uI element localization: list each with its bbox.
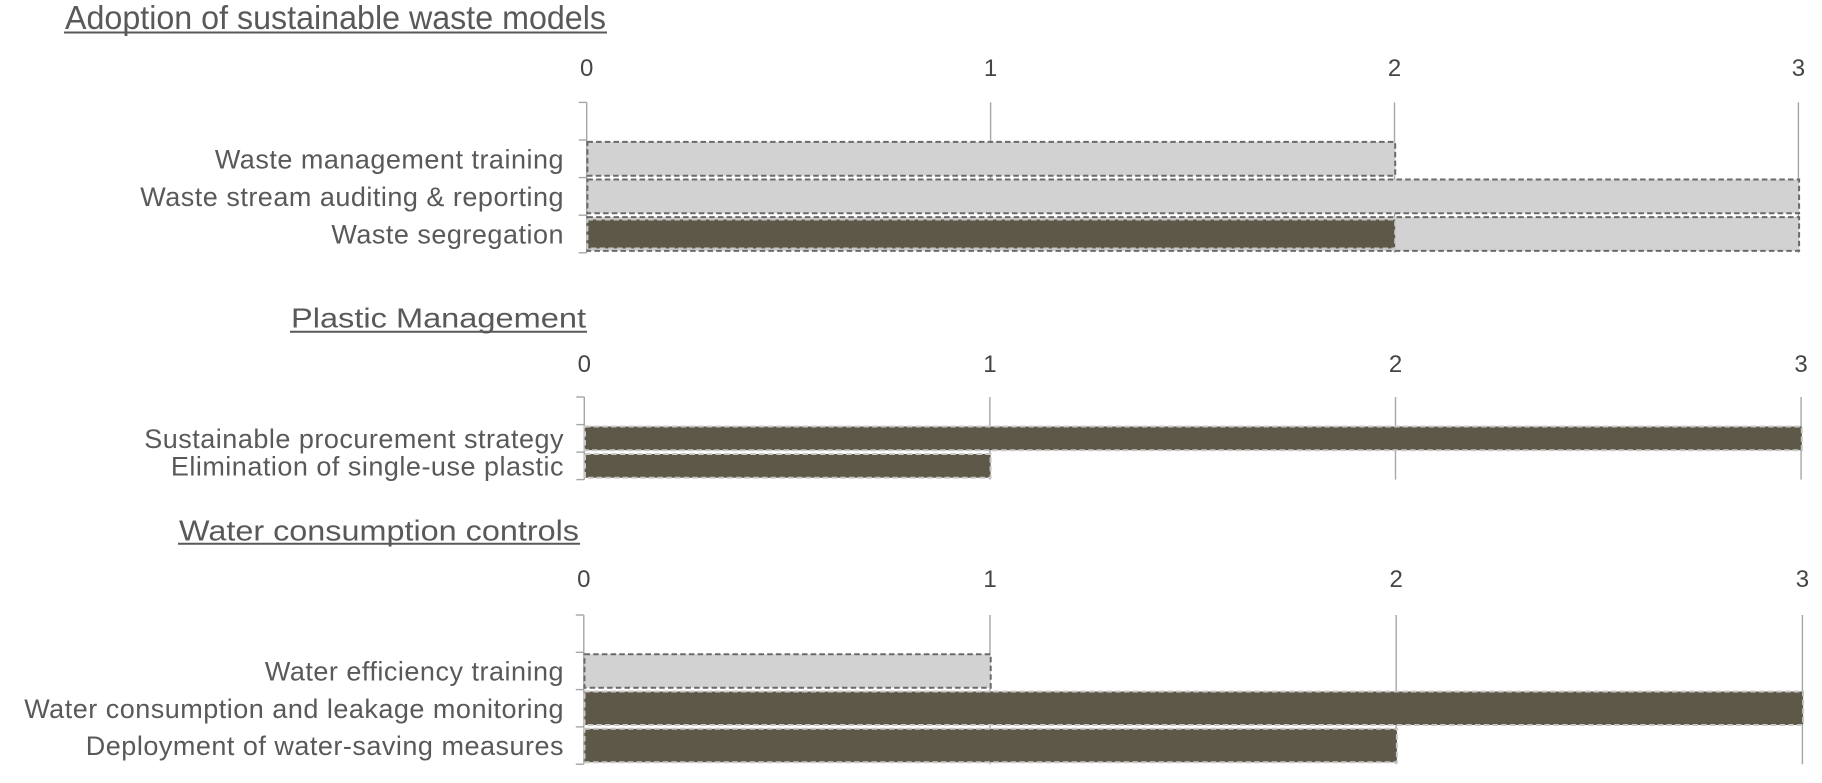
- svg-text:Waste stream auditing & report: Waste stream auditing & reporting: [140, 182, 564, 212]
- svg-text:2: 2: [1390, 566, 1403, 593]
- svg-text:Water consumption and leakage: Water consumption and leakage monitoring: [24, 694, 564, 724]
- svg-text:Waste segregation: Waste segregation: [331, 220, 564, 250]
- svg-text:Elimination of single-use plas: Elimination of single-use plastic: [171, 452, 564, 482]
- svg-text:1: 1: [984, 55, 997, 82]
- svg-text:0: 0: [580, 55, 593, 82]
- svg-text:2: 2: [1388, 55, 1401, 82]
- svg-text:Waste management training: Waste management training: [215, 144, 564, 174]
- svg-text:3: 3: [1792, 55, 1805, 82]
- svg-text:0: 0: [578, 351, 591, 378]
- svg-text:Water efficiency training: Water efficiency training: [265, 657, 564, 687]
- svg-text:Deployment of water-saving mea: Deployment of water-saving measures: [86, 731, 564, 761]
- svg-text:1: 1: [983, 351, 996, 378]
- svg-text:Sustainable procurement strate: Sustainable procurement strategy: [144, 424, 564, 454]
- svg-text:2: 2: [1389, 351, 1402, 378]
- svg-text:Adoption of sustainable waste: Adoption of sustainable waste models: [65, 0, 606, 36]
- svg-text:3: 3: [1794, 351, 1807, 378]
- svg-text:0: 0: [577, 566, 590, 593]
- svg-text:Plastic Management: Plastic Management: [291, 303, 586, 334]
- svg-text:Water consumption controls: Water consumption controls: [179, 516, 579, 548]
- svg-text:3: 3: [1796, 566, 1809, 593]
- svg-text:1: 1: [983, 566, 996, 593]
